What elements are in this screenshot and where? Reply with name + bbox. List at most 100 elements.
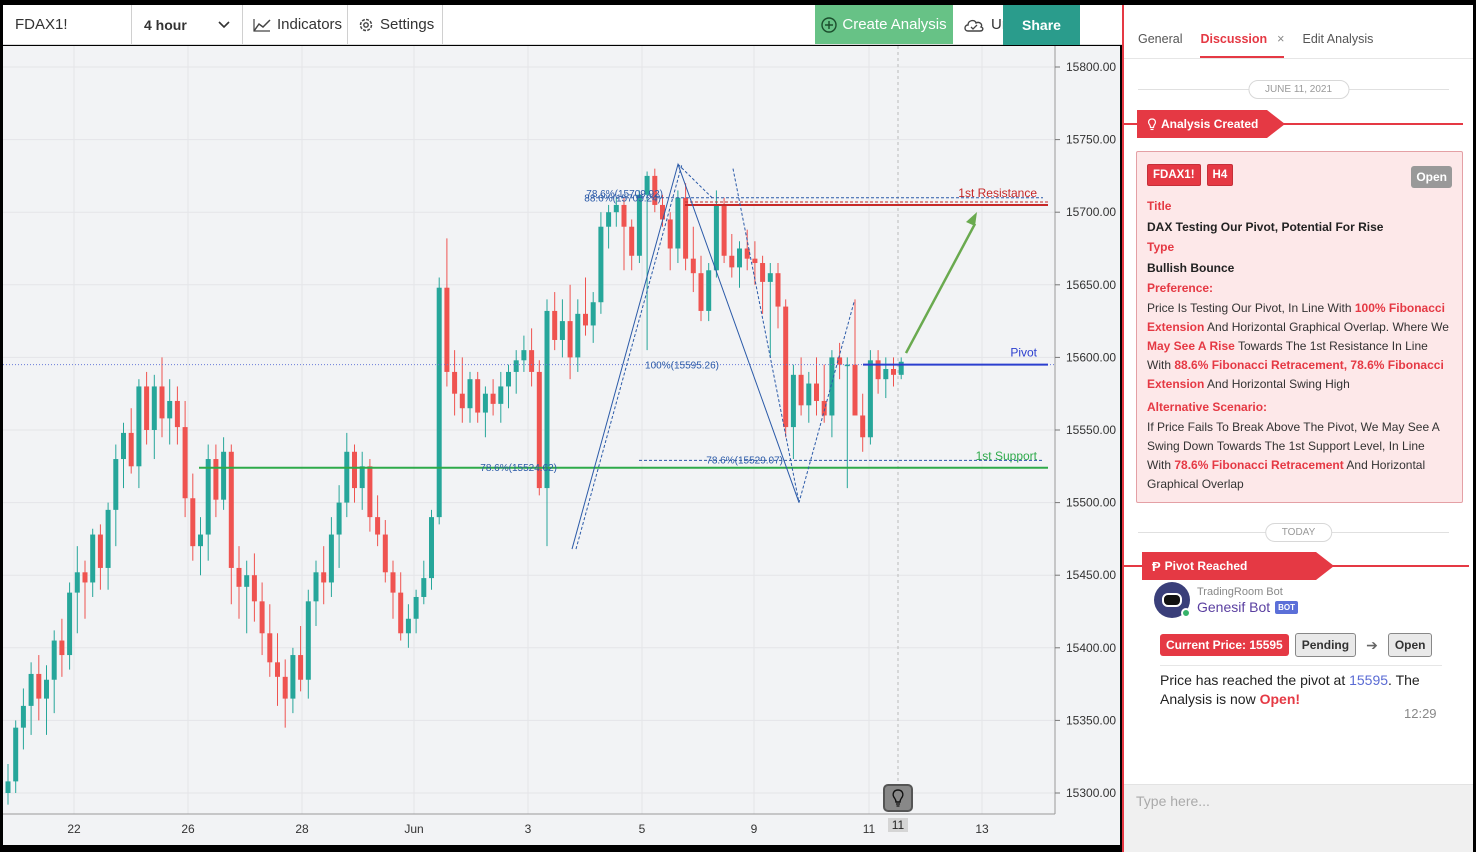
- candle-body: [321, 572, 327, 583]
- interval-dropdown[interactable]: 4 hour: [132, 5, 243, 44]
- share-button[interactable]: Share: [1003, 5, 1080, 45]
- price-tick-label: 15750.00: [1066, 133, 1116, 147]
- bot-name: Genesif Bot BOT: [1197, 599, 1299, 615]
- candle-body: [267, 633, 273, 663]
- price-tick-label: 15700.00: [1066, 205, 1116, 219]
- candle-body: [875, 360, 881, 380]
- candle-body: [198, 534, 203, 547]
- candle-body: [352, 451, 357, 489]
- pattern-leg-dashed: [575, 164, 683, 550]
- bot-subtitle: TradingRoom Bot: [1197, 586, 1283, 598]
- arrow-right-icon: ➔: [1366, 636, 1378, 653]
- candle-body: [621, 204, 627, 227]
- candle-body: [544, 310, 550, 489]
- candle-body: [706, 270, 712, 311]
- candle-body: [59, 640, 65, 656]
- type-label: Type: [1147, 240, 1175, 254]
- indicators-button[interactable]: Indicators: [243, 5, 348, 44]
- date-separator: JUNE 11, 2021: [1124, 79, 1473, 99]
- target-arrow-line: [904, 223, 977, 354]
- price-chart[interactable]: 15800.00 15750.00 15700.00 15650.00 15600.00…: [3, 46, 1120, 845]
- candle-body: [236, 567, 242, 587]
- candle-body: [698, 273, 704, 311]
- candle-body: [552, 310, 558, 340]
- settings-label: Settings: [380, 16, 435, 33]
- close-icon[interactable]: ×: [1277, 32, 1285, 46]
- time-tick-label: 9: [751, 822, 758, 836]
- time-tick-label: 13: [975, 822, 989, 836]
- candle-body: [167, 400, 173, 419]
- message-input[interactable]: [1136, 793, 1456, 809]
- message-input-area: [1124, 784, 1473, 852]
- candle-body: [413, 596, 419, 619]
- candle-body: [690, 258, 696, 274]
- analysis-card: FDAX1! H4 Open Title DAX Testing Our Piv…: [1136, 151, 1463, 503]
- divider: [1160, 665, 1442, 666]
- candle-body: [251, 575, 257, 602]
- candle-body: [713, 204, 719, 271]
- candle-body: [190, 498, 196, 547]
- symbol-label: FDAX1!: [15, 16, 68, 33]
- chart-canvas[interactable]: 15800.00 15750.00 15700.00 15650.00 15600.00…: [3, 46, 1120, 845]
- candle-body: [482, 393, 488, 413]
- candle-body: [128, 432, 134, 467]
- candle-body: [675, 197, 681, 249]
- candle-body: [821, 400, 827, 416]
- settings-button[interactable]: Settings: [348, 5, 443, 44]
- candle-body: [513, 360, 519, 372]
- lightbulb-icon: [1147, 118, 1157, 131]
- candle-body: [151, 386, 157, 430]
- highlight-text: 78.6% Fibonacci Retracement: [1174, 458, 1344, 472]
- symbol-selector[interactable]: FDAX1!: [3, 5, 132, 44]
- candle-body: [660, 204, 665, 220]
- candle-body: [405, 618, 411, 634]
- fib-label: 78.6%(15524.62): [480, 463, 557, 474]
- candle-body: [375, 517, 381, 535]
- candle-body: [5, 781, 11, 793]
- candle-body: [490, 393, 496, 404]
- candle-body: [629, 226, 635, 256]
- text-part: Price Is Testing Our Pivot, In Line With: [1147, 301, 1355, 315]
- text-part: And Horizontal Swing High: [1204, 377, 1350, 391]
- candle-body: [90, 534, 96, 583]
- message-time: 12:29: [1404, 706, 1437, 721]
- candle-body: [97, 534, 103, 568]
- candle-body: [452, 371, 458, 394]
- plus-circle-icon: [821, 16, 838, 33]
- message-part: Price has reached the pivot at: [1160, 672, 1350, 688]
- time-tick-label: 22: [67, 822, 81, 836]
- event-banner-created: Analysis Created: [1124, 110, 1473, 138]
- event-title: Analysis Created: [1161, 117, 1259, 131]
- toolbar-gap: [1078, 5, 1122, 44]
- candle-body: [328, 534, 334, 583]
- tab-edit-analysis-label: Edit Analysis: [1302, 32, 1374, 46]
- toolbar-spacer: [443, 5, 815, 44]
- price-tick-label: 15450.00: [1066, 568, 1116, 582]
- highlight-text: 100% Fibonacci Extension: [1147, 301, 1445, 334]
- candle-body: [244, 575, 250, 587]
- bot-message: TradingRoom Bot Genesif Bot BOT Current …: [1124, 580, 1473, 750]
- text-part: And Horizontal Graphical Overlap. Where …: [1204, 320, 1449, 334]
- lightbulb-icon: [892, 789, 904, 807]
- candle-body: [737, 248, 742, 268]
- candle-body: [367, 466, 373, 518]
- candle-body: [113, 459, 119, 510]
- candle-body: [829, 357, 835, 416]
- candle-body: [837, 357, 843, 365]
- avatar[interactable]: [1154, 582, 1191, 618]
- candle-body: [44, 679, 49, 699]
- tab-edit-analysis[interactable]: Edit Analysis: [1302, 32, 1373, 58]
- tab-discussion[interactable]: Discussion ×: [1200, 32, 1285, 58]
- highlight-text: 88.6% Fibonacci Retracement, 78.6% Fibon…: [1147, 358, 1444, 391]
- idea-button[interactable]: [883, 784, 913, 812]
- candle-body: [298, 655, 304, 680]
- create-analysis-button[interactable]: Create Analysis: [815, 5, 953, 44]
- candle-body: [598, 226, 604, 303]
- tab-general-label: General: [1138, 32, 1183, 46]
- candle-body: [13, 727, 19, 782]
- candle-body: [82, 572, 88, 583]
- candle-body: [744, 248, 750, 259]
- pattern-leg-dashed: [732, 168, 855, 503]
- tab-general[interactable]: General: [1138, 32, 1182, 58]
- price-tick-label: 15600.00: [1066, 350, 1116, 364]
